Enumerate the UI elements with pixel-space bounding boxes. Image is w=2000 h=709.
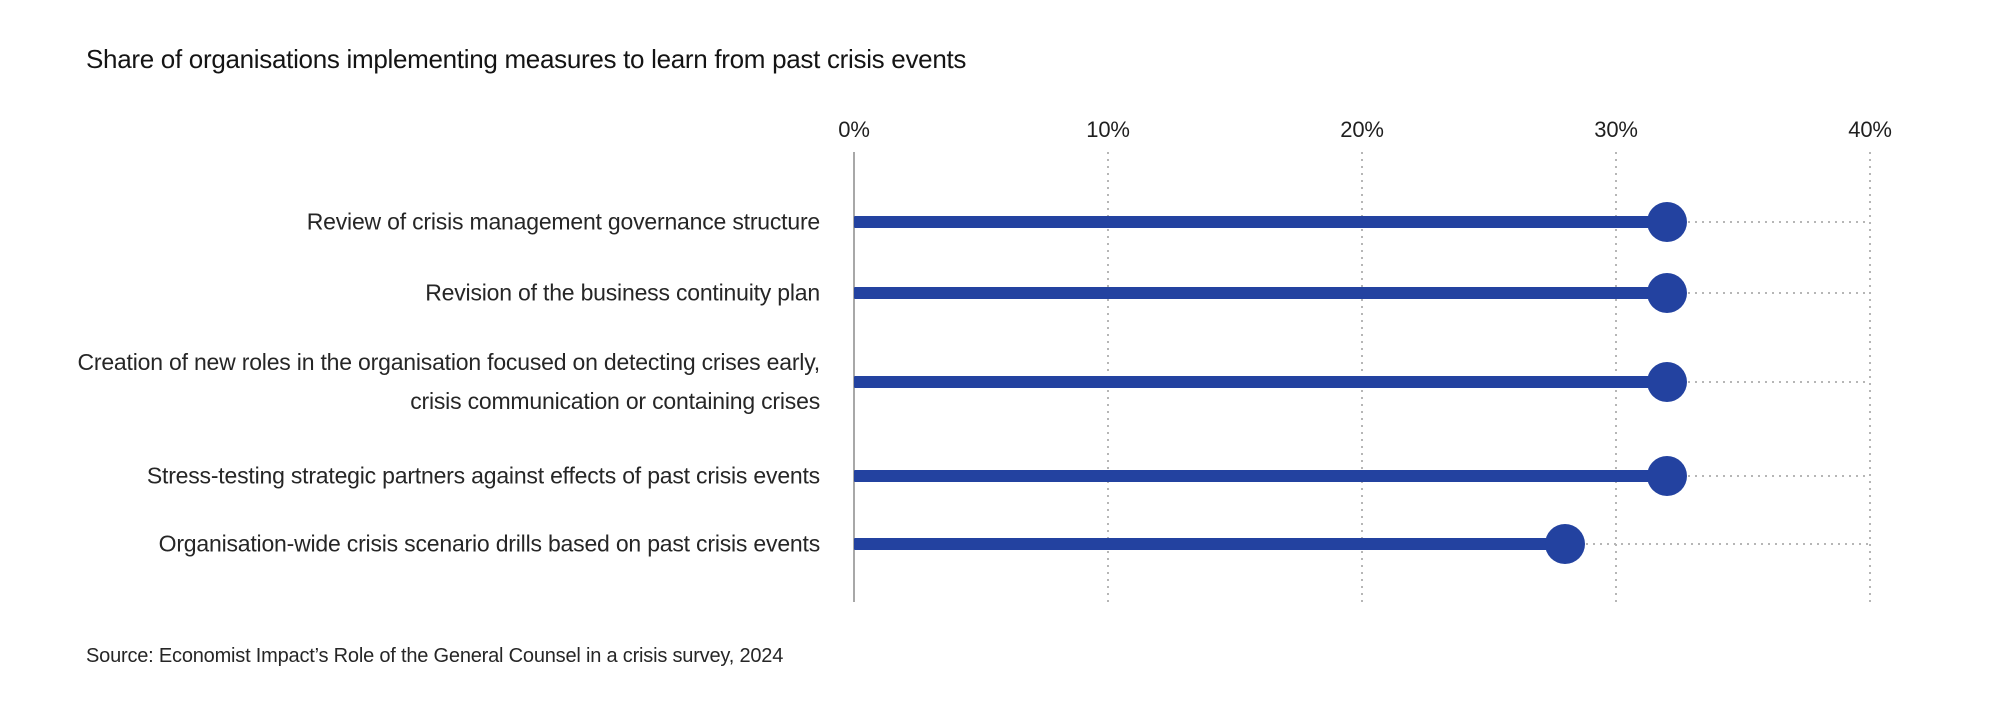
x-tick-label: 20% [1340,117,1384,142]
category-label: Organisation-wide crisis scenario drills… [158,530,821,557]
lollipop-bar [854,538,1566,550]
lollipop-bar [854,216,1667,228]
source-note: Source: Economist Impact’s Role of the G… [86,645,784,667]
leader-dotted-line [1666,381,1870,383]
category-label: Review of crisis management governance s… [306,208,820,235]
x-tick-label: 0% [838,117,870,142]
x-tick-label: 10% [1086,117,1130,142]
leader-dotted-line [1666,292,1870,294]
lollipop-dot [1646,202,1687,242]
leader-dotted-line [1666,475,1870,477]
category-labels-column: Review of crisis management governance s… [0,152,820,602]
category-label: Revision of the business continuity plan [425,279,820,306]
category-label: Stress-testing strategic partners agains… [146,462,820,489]
leader-dotted-line [1565,543,1870,545]
category-label: Creation of new roles in the organisatio… [77,349,820,414]
lollipop-bar [854,470,1667,482]
lollipop-dot [1545,524,1586,564]
lollipop-bar [854,287,1667,299]
lollipop-dot [1646,456,1687,496]
lollipop-dot [1646,273,1687,313]
chart-title: Share of organisations implementing meas… [86,44,967,74]
plot-area [853,152,1871,602]
x-tick-label: 40% [1848,117,1892,142]
x-axis: 0% 10% 20% 30% 40% [838,117,1892,145]
lollipop-dot [1646,362,1687,402]
lollipop-bar [854,376,1667,388]
gridline [1869,152,1871,602]
leader-dotted-line [1666,221,1870,223]
x-tick-label: 30% [1594,117,1638,142]
